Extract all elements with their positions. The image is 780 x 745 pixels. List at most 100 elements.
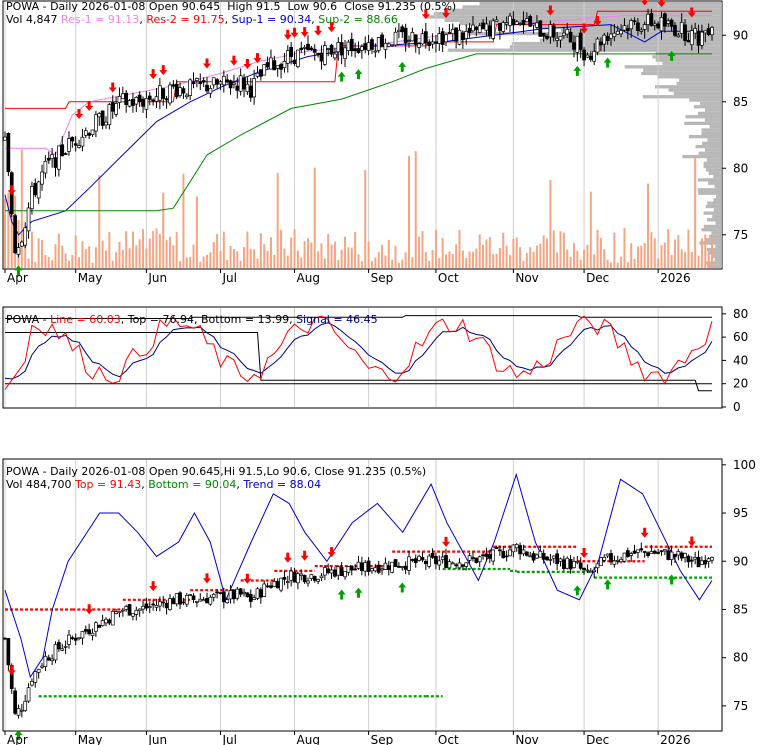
candle-body [46,657,51,661]
candle-body [578,32,583,50]
volume-bar [451,254,454,268]
candle-body [629,553,634,556]
month-label-apr: Apr [7,271,28,285]
volume-profile-bar [479,2,722,6]
price-header-line2: Vol 4,847 Res-1 = 91.13, Res-2 = 91.75, … [6,13,398,26]
volume-bar [172,245,175,268]
volume-bar [239,260,242,268]
y-tick-label: 75 [733,228,748,242]
volume-profile-bar [706,248,722,252]
candle-body [43,160,48,174]
volume-bar [313,167,316,268]
trend-open-label: Open [148,465,179,478]
candle-body [602,34,607,45]
candle-body [363,43,368,50]
candle-body [629,20,634,30]
candle-body [397,565,401,568]
candle-body [380,34,384,48]
candle-body [511,544,516,553]
volume-bar [296,250,299,268]
candle-body [615,30,620,35]
candle-body [710,557,714,561]
candle-body [440,556,445,560]
candle-body [269,585,273,588]
volume-bar [640,245,643,268]
candle-body [467,27,472,33]
month-label-nov: Nov [515,271,538,285]
candle-body [275,581,280,589]
month-label-sep: Sep [371,271,394,285]
candle-body [609,33,613,39]
month-label-jun: Jun [147,733,167,745]
candle-body [195,78,199,81]
volume-profile-bar [697,188,722,192]
volume-bar [307,238,309,268]
candle-body [572,561,576,569]
trend-buy-arrow [354,587,363,598]
candle-body [326,48,331,50]
candle-body [366,560,371,572]
candle-body [80,136,85,147]
candle-body [215,591,219,594]
volume-bar [320,243,323,268]
candle-body [296,573,300,584]
candle-body [259,69,263,77]
y-tick-label: 80 [733,307,748,321]
candle-body [265,62,270,68]
volume-bar [108,232,111,268]
candle-body [279,577,283,591]
candle-body [599,557,603,566]
candle-body [299,573,304,576]
candle-body [568,31,573,43]
osc-signal-label: Signal = 46.45 [296,313,378,326]
sell-arrow [442,8,451,19]
trend-close-value: 91.235 [347,465,387,478]
candle-body [659,17,664,32]
candle-body [461,564,465,567]
volume-bar [593,254,596,268]
candle-body [447,32,452,34]
trend-buy-arrow [603,579,612,590]
price-header-line1: POWA - Daily 2026-01-08 Open 90.645 High… [6,0,457,13]
volume-profile-bar [698,191,722,195]
trend-top-label: Top = 91.43 [74,478,142,491]
candle-body [390,44,395,47]
month-label-jul: Jul [221,733,236,745]
volume-bar [148,238,151,268]
candle-body [70,637,75,639]
volume-bar [286,255,289,268]
candle-body [302,47,307,49]
candle-body [131,613,135,617]
volume-profile-bar [699,241,722,245]
candle-body [494,547,499,549]
trend-buy-arrow [398,582,407,593]
volume-bar [458,229,461,268]
candle-body [83,629,88,632]
volume-bar [30,231,33,268]
candle-body [605,553,610,557]
oscillator-month-grid [4,308,659,407]
candle-body [309,47,314,50]
volume-profile-bar [662,61,722,66]
volume-bar [572,242,575,268]
trend-header-line1: POWA - Daily 2026-01-08 Open 90.645,Hi 9… [6,465,427,478]
candle-body [235,588,240,599]
candle-body [524,551,529,556]
candle-body [494,19,499,22]
volume-bar [189,257,192,268]
candle-body [504,22,509,25]
change-value: (0.5%) [419,0,457,13]
volume-bar [599,237,602,268]
volume-bar [145,248,148,268]
volume-bar [185,257,188,268]
candle-body [457,562,462,569]
candle-body [77,637,81,640]
candle-body [400,26,405,33]
volume-bar [253,249,256,268]
volume-profile-bar [715,194,722,199]
month-label-nov: Nov [515,733,538,745]
candle-body [407,40,411,43]
volume-bar [138,239,141,268]
volume-bar [687,229,690,268]
candle-body [652,23,657,26]
